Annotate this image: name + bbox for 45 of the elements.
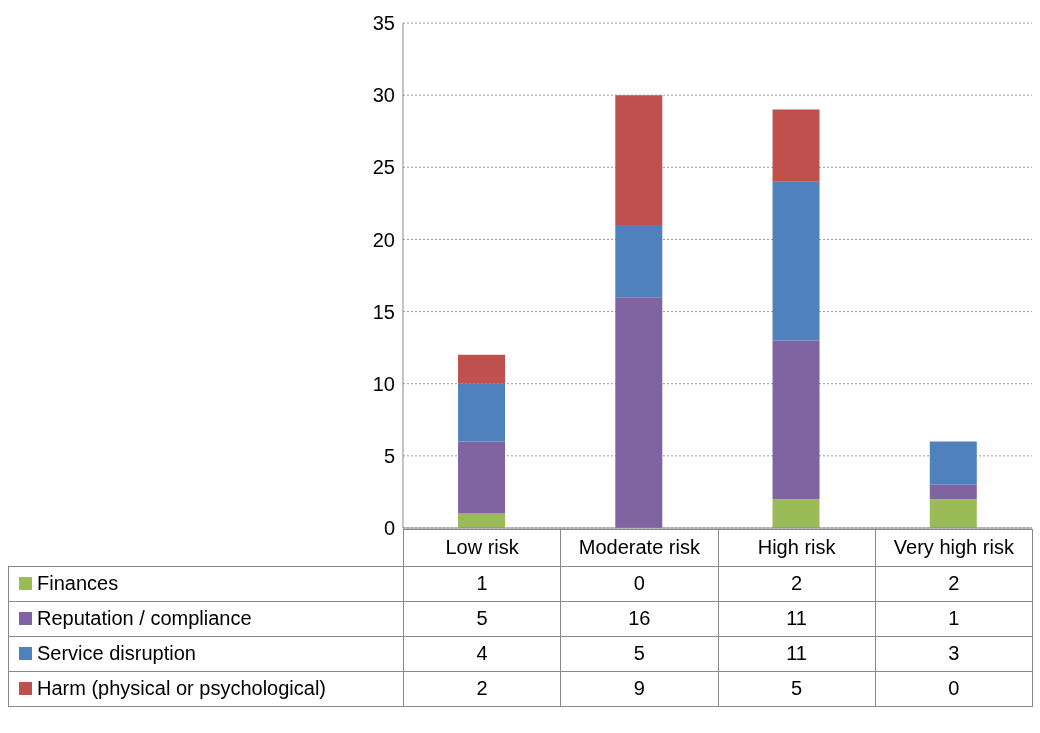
data-label: 1 [875, 601, 1033, 636]
data-label: 11 [718, 601, 876, 636]
y-tick-label: 0 [383, 517, 395, 540]
data-label: 2 [875, 566, 1033, 601]
data-label: 4 [403, 636, 561, 671]
y-tick-label: 25 [372, 156, 395, 179]
y-tick-label: 35 [372, 12, 395, 35]
bar [772, 340, 820, 500]
data-label: 9 [560, 671, 718, 706]
data-label: 11 [718, 636, 876, 671]
bar [772, 181, 820, 341]
bar [458, 441, 506, 514]
data-label: 16 [560, 601, 718, 636]
x-tick-label: High risk [718, 529, 876, 566]
bar [772, 499, 820, 528]
legend-label: Finances [37, 572, 119, 594]
data-label: 5 [718, 671, 876, 706]
legend-label: Reputation / compliance [37, 607, 252, 629]
y-tick-label: 15 [372, 300, 395, 323]
data-label: 2 [403, 671, 561, 706]
y-tick-label: 20 [372, 228, 395, 251]
y-tick-label: 5 [383, 444, 395, 467]
legend-label: Harm (physical or psychological) [37, 677, 326, 699]
data-label: 0 [875, 671, 1033, 706]
bar [615, 225, 663, 298]
bar [458, 513, 506, 528]
data-label: 5 [560, 636, 718, 671]
bar [929, 441, 977, 485]
bar [458, 383, 506, 442]
bar [929, 484, 977, 500]
data-label: 0 [560, 566, 718, 601]
data-label: 2 [718, 566, 876, 601]
data-label: 1 [403, 566, 561, 601]
data-label: 3 [875, 636, 1033, 671]
bar [615, 95, 663, 225]
bar [615, 297, 663, 528]
y-tick-label: 30 [372, 84, 395, 107]
x-tick-label: Low risk [403, 529, 561, 566]
y-tick-label: 10 [372, 372, 395, 395]
bar [458, 354, 506, 384]
x-tick-label: Moderate risk [560, 529, 718, 566]
bar [772, 109, 820, 182]
bar [929, 499, 977, 528]
legend-label: Service disruption [37, 642, 196, 664]
x-tick-label: Very high risk [875, 529, 1033, 566]
